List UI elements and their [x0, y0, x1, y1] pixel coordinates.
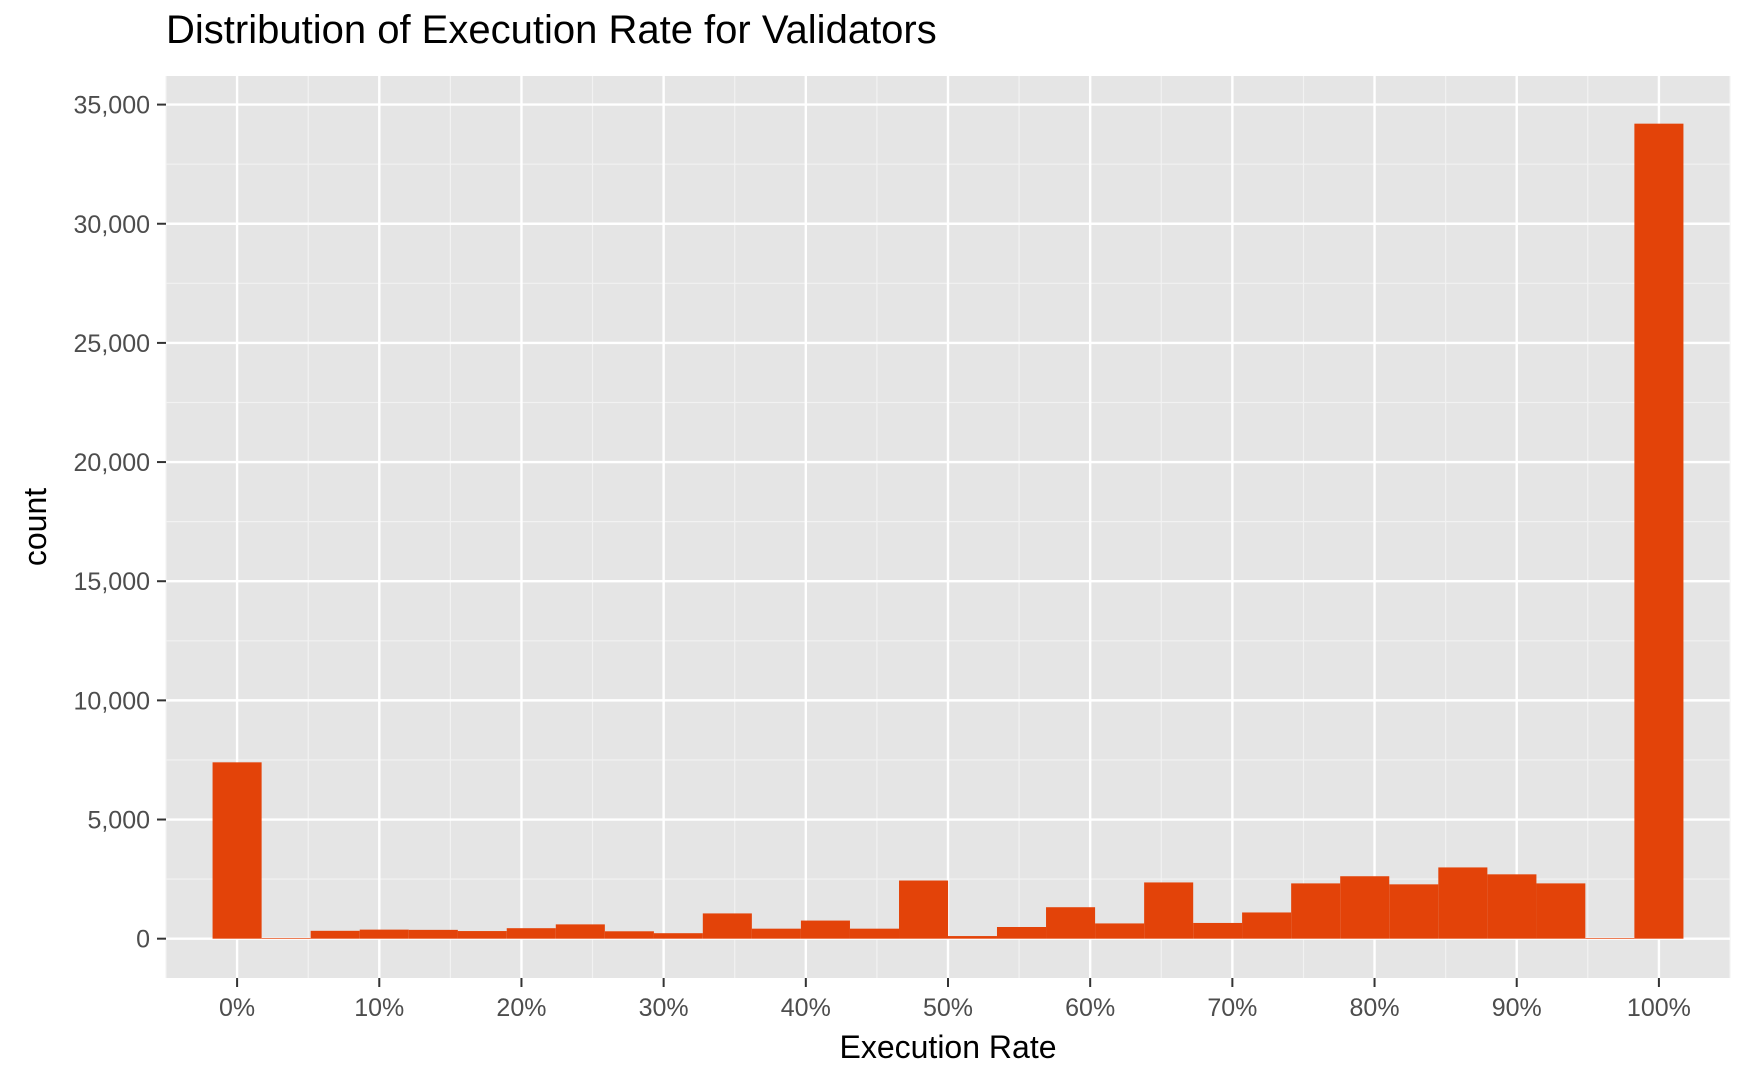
x-tick-label: 0% [219, 994, 255, 1022]
histogram-bar [1438, 867, 1488, 939]
histogram-bar [1487, 874, 1537, 939]
histogram-bar [1046, 907, 1096, 939]
histogram-bar [996, 927, 1047, 939]
x-tick-label: 70% [1207, 994, 1257, 1022]
histogram-bar [1634, 123, 1684, 939]
y-tick-label: 5,000 [87, 807, 150, 835]
y-tick-label: 0 [136, 926, 150, 954]
histogram-bar [1291, 883, 1341, 939]
y-axis-title: count [17, 488, 53, 566]
x-tick-label: 90% [1492, 994, 1542, 1022]
x-axis-title: Execution Rate [839, 1029, 1056, 1065]
y-tick-label: 25,000 [74, 330, 150, 358]
histogram-bar [1144, 882, 1194, 939]
y-tick-label: 15,000 [74, 568, 150, 596]
x-tick-label: 80% [1350, 994, 1400, 1022]
histogram-bar [310, 930, 360, 939]
chart-title: Distribution of Execution Rate for Valid… [166, 8, 937, 52]
y-tick-label: 20,000 [74, 449, 150, 477]
histogram-bar [212, 762, 262, 939]
histogram-bar [653, 933, 703, 939]
x-tick-label: 60% [1065, 994, 1115, 1022]
histogram-bar [1389, 884, 1439, 939]
histogram-bar [261, 937, 311, 939]
histogram-bar [702, 913, 752, 939]
x-axis: 0% 10% 20% 30% 40% 50% 60% 70% 80% 90% 100% [219, 978, 1691, 1022]
y-tick-label: 30,000 [74, 211, 150, 239]
histogram-bar [457, 931, 507, 939]
x-tick-label: 40% [781, 994, 831, 1022]
histogram-bar [800, 920, 850, 939]
x-tick-label: 10% [354, 994, 404, 1022]
y-axis: 0 5,000 10,000 15,000 20,000 25,000 30,000 35,0… [74, 92, 166, 954]
x-tick-label: 30% [639, 994, 689, 1022]
x-tick-label: 50% [923, 994, 973, 1022]
histogram-bar [555, 924, 605, 939]
histogram-bars [212, 123, 1684, 939]
histogram-bar [849, 928, 900, 939]
x-tick-label: 100% [1627, 994, 1691, 1022]
x-tick-label: 20% [496, 994, 546, 1022]
histogram-bar [1340, 876, 1390, 939]
histogram-bar [1242, 912, 1292, 939]
histogram-bar [947, 936, 997, 939]
y-tick-label: 10,000 [74, 687, 150, 715]
histogram-bar [408, 929, 458, 939]
y-tick-label: 35,000 [74, 92, 150, 120]
histogram-bar [506, 928, 556, 939]
histogram-bar [899, 880, 949, 939]
histogram-bar [359, 929, 409, 939]
histogram-bar [1585, 937, 1635, 939]
histogram-bar [1095, 923, 1145, 939]
histogram-bar [604, 931, 654, 939]
histogram-bar [1193, 922, 1243, 939]
histogram-bar [751, 928, 801, 939]
histogram-bar [1536, 883, 1586, 939]
